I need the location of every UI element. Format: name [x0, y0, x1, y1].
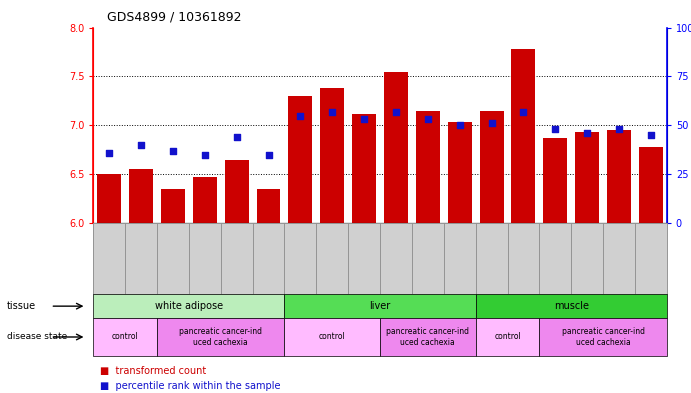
Text: GSM1255447: GSM1255447	[551, 227, 560, 278]
Point	[359, 116, 370, 123]
Text: GSM1255440: GSM1255440	[232, 227, 241, 278]
Text: GSM1255444: GSM1255444	[487, 227, 496, 278]
Bar	[575, 132, 599, 223]
Text: GSM1255439: GSM1255439	[137, 227, 146, 278]
Bar	[480, 111, 504, 223]
Point	[614, 126, 625, 132]
Bar	[352, 114, 376, 223]
Point	[550, 126, 561, 132]
Bar	[543, 138, 567, 223]
Text: GSM1255442: GSM1255442	[264, 227, 273, 278]
Text: GSM1255437: GSM1255437	[200, 227, 209, 278]
Point	[199, 152, 210, 158]
Point	[135, 142, 146, 148]
Text: GDS4899 / 10361892: GDS4899 / 10361892	[107, 11, 242, 24]
Text: pancreatic cancer-ind
uced cachexia: pancreatic cancer-ind uced cachexia	[386, 327, 469, 347]
Point	[231, 134, 243, 140]
Bar	[321, 88, 344, 223]
Bar	[607, 130, 631, 223]
Point	[104, 150, 115, 156]
Point	[295, 112, 306, 119]
Text: GSM1255451: GSM1255451	[328, 227, 337, 278]
Text: control: control	[494, 332, 521, 342]
Text: GSM1255448: GSM1255448	[646, 227, 655, 278]
Bar	[161, 189, 185, 223]
Text: GSM1255441: GSM1255441	[169, 227, 178, 278]
Bar	[129, 169, 153, 223]
Text: GSM1255453: GSM1255453	[359, 227, 368, 278]
Text: ■  percentile rank within the sample: ■ percentile rank within the sample	[100, 381, 281, 391]
Text: disease state: disease state	[7, 332, 67, 342]
Point	[645, 132, 656, 138]
Text: GSM1255450: GSM1255450	[296, 227, 305, 278]
Bar	[384, 72, 408, 223]
Text: muscle: muscle	[553, 301, 589, 311]
Text: GSM1255446: GSM1255446	[614, 227, 623, 278]
Text: pancreatic cancer-ind
uced cachexia: pancreatic cancer-ind uced cachexia	[562, 327, 645, 347]
Text: control: control	[319, 332, 346, 342]
Text: GSM1255443: GSM1255443	[583, 227, 591, 278]
Text: control: control	[112, 332, 138, 342]
Text: white adipose: white adipose	[155, 301, 223, 311]
Bar	[256, 189, 281, 223]
Point	[486, 120, 497, 127]
Bar	[225, 160, 249, 223]
Point	[518, 108, 529, 115]
Point	[167, 148, 178, 154]
Bar	[511, 49, 536, 223]
Text: ■  transformed count: ■ transformed count	[100, 366, 207, 376]
Text: liver: liver	[370, 301, 390, 311]
Bar	[639, 147, 663, 223]
Bar	[193, 177, 217, 223]
Text: GSM1255449: GSM1255449	[392, 227, 401, 278]
Bar	[448, 123, 472, 223]
Text: tissue: tissue	[7, 301, 36, 311]
Point	[422, 116, 433, 123]
Point	[454, 122, 465, 129]
Bar	[97, 174, 121, 223]
Bar	[416, 111, 439, 223]
Point	[327, 108, 338, 115]
Text: GSM1255445: GSM1255445	[519, 227, 528, 278]
Text: GSM1255454: GSM1255454	[455, 227, 464, 278]
Point	[582, 130, 593, 136]
Text: pancreatic cancer-ind
uced cachexia: pancreatic cancer-ind uced cachexia	[179, 327, 263, 347]
Text: GSM1255452: GSM1255452	[424, 227, 433, 278]
Point	[390, 108, 401, 115]
Text: GSM1255438: GSM1255438	[105, 227, 114, 278]
Bar	[288, 96, 312, 223]
Point	[263, 152, 274, 158]
